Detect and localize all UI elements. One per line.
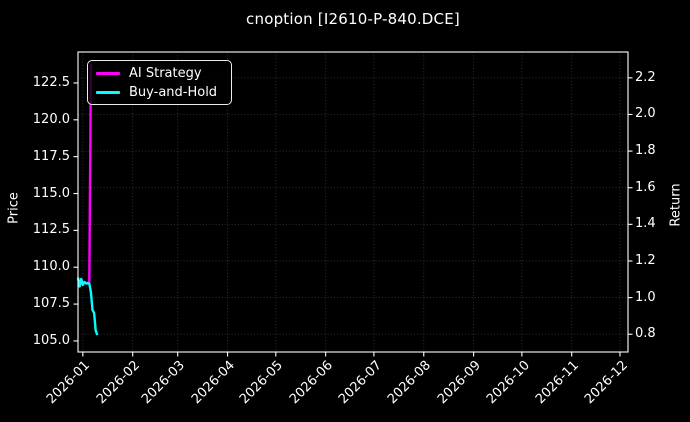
legend-label: AI Strategy [129,66,202,81]
legend-item-buy-and-hold: Buy-and-Hold [96,83,231,102]
legend: AI Strategy Buy-and-Hold [87,60,232,105]
plot-border [77,51,629,353]
series-line-buy-and-hold [76,277,99,336]
legend-label: Buy-and-Hold [129,85,218,100]
ai-strategy-line-key-icon [96,72,120,75]
buy-and-hold-line-key-icon [96,91,120,94]
legend-item-ai-strategy: AI Strategy [96,64,231,83]
chart-title: cnoption [I2610-P-840.DCE] [246,10,460,28]
